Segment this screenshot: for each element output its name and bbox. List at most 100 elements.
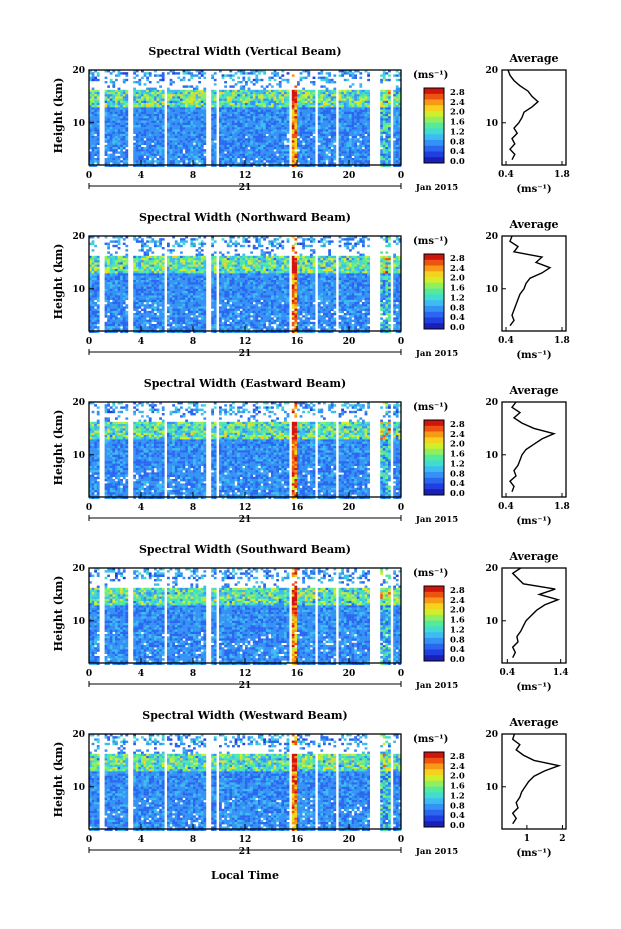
heatmap-cell	[339, 129, 342, 131]
heatmap-cell	[188, 145, 191, 147]
heatmap-cell	[227, 154, 230, 156]
heatmap-cell	[105, 127, 108, 129]
heatmap-cell	[287, 96, 290, 98]
heatmap-cell	[219, 116, 222, 118]
heatmap-cell	[211, 156, 214, 158]
heatmap-cell	[292, 156, 295, 158]
heatmap-cell	[274, 116, 277, 118]
heatmap-cell	[333, 105, 336, 107]
heatmap-cell	[271, 114, 274, 116]
heatmap-cell	[248, 145, 251, 147]
heatmap-cell	[219, 125, 222, 127]
heatmap-cell	[115, 110, 118, 112]
heatmap-cell	[242, 88, 245, 90]
heatmap-cell	[138, 116, 141, 118]
heatmap-cell	[224, 99, 227, 101]
heatmap-cell	[266, 140, 269, 142]
heatmap-cell	[268, 101, 271, 103]
heatmap-cell	[258, 94, 261, 96]
heatmap-cell	[183, 90, 186, 92]
heatmap-cell	[235, 112, 238, 114]
heatmap-cell	[92, 127, 95, 129]
heatmap-cell	[144, 105, 147, 107]
heatmap-cell	[255, 151, 258, 153]
heatmap-cell	[203, 114, 206, 116]
heatmap-cell	[193, 125, 196, 127]
heatmap-cell	[263, 112, 266, 114]
heatmap-cell	[248, 92, 251, 94]
heatmap-cell	[263, 132, 266, 134]
heatmap-cell	[133, 154, 136, 156]
heatmap-cell	[328, 72, 331, 74]
heatmap-cell	[177, 103, 180, 105]
heatmap-cell	[211, 103, 214, 105]
heatmap-cell	[339, 125, 342, 127]
heatmap-cell	[271, 123, 274, 125]
heatmap-cell	[339, 96, 342, 98]
heatmap-cell	[284, 158, 287, 160]
heatmap-cell	[167, 158, 170, 160]
heatmap-cell	[183, 99, 186, 101]
heatmap-cell	[261, 158, 264, 160]
heatmap-cell	[227, 105, 230, 107]
heatmap-cell	[118, 147, 121, 149]
heatmap-cell	[146, 145, 149, 147]
heatmap-cell	[245, 72, 248, 74]
heatmap-cell	[97, 96, 100, 98]
heatmap-cell	[123, 160, 126, 162]
heatmap-cell	[274, 151, 277, 153]
heatmap-cell	[185, 158, 188, 160]
heatmap-cell	[157, 154, 160, 156]
heatmap-cell	[292, 90, 295, 92]
heatmap-cell	[242, 127, 245, 129]
heatmap-cell	[214, 90, 217, 92]
heatmap-cell	[196, 90, 199, 92]
heatmap-cell	[313, 116, 316, 118]
heatmap-cell	[190, 116, 193, 118]
heatmap-cell	[167, 88, 170, 90]
heatmap-cell	[276, 132, 279, 134]
heatmap-cell	[235, 156, 238, 158]
heatmap-cell	[287, 99, 290, 101]
heatmap-cell	[190, 151, 193, 153]
heatmap-cell	[313, 127, 316, 129]
heatmap-cell	[320, 156, 323, 158]
heatmap-cell	[261, 154, 264, 156]
heatmap-cell	[232, 92, 235, 94]
heatmap-cell	[284, 92, 287, 94]
heatmap-cell	[294, 121, 297, 123]
heatmap-cell	[263, 96, 266, 98]
heatmap-cell	[162, 112, 165, 114]
heatmap-cell	[323, 94, 326, 96]
heatmap-cell	[133, 105, 136, 107]
heatmap-cell	[248, 132, 251, 134]
heatmap-cell	[211, 99, 214, 101]
heatmap-cell	[159, 149, 162, 151]
heatmap-cell	[185, 96, 188, 98]
heatmap-cell	[146, 151, 149, 153]
heatmap-cell	[237, 110, 240, 112]
heatmap-cell	[123, 114, 126, 116]
heatmap-cell	[110, 160, 113, 162]
heatmap-cell	[307, 156, 310, 158]
heatmap-cell	[235, 94, 238, 96]
heatmap-cell	[248, 127, 251, 129]
heatmap-cell	[279, 94, 282, 96]
heatmap-cell	[266, 143, 269, 145]
heatmap-cell	[177, 149, 180, 151]
heatmap-cell	[271, 72, 274, 74]
heatmap-cell	[284, 105, 287, 107]
heatmap-cell	[240, 151, 243, 153]
heatmap-cell	[201, 143, 204, 145]
heatmap-cell	[313, 101, 316, 103]
heatmap-cell	[250, 121, 253, 123]
heatmap-cell	[154, 103, 157, 105]
heatmap-cell	[240, 121, 243, 123]
heatmap-cell	[237, 151, 240, 153]
heatmap-cell	[167, 140, 170, 142]
heatmap-cell	[190, 90, 193, 92]
heatmap-cell	[281, 114, 284, 116]
heatmap-cell	[341, 110, 344, 112]
heatmap-cell	[305, 156, 308, 158]
heatmap-cell	[138, 138, 141, 140]
